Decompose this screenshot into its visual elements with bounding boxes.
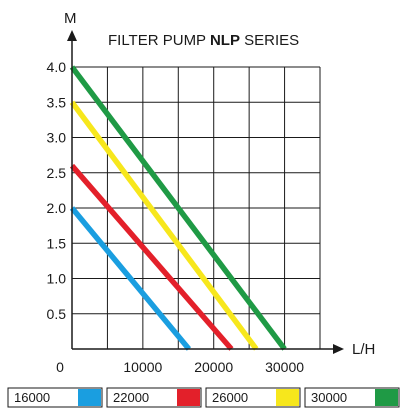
x-tick-label: 30000 — [265, 359, 304, 375]
legend-label-26000: 26000 — [212, 390, 248, 405]
legend-swatch-26000 — [276, 389, 299, 406]
y-tick-label: 2.5 — [47, 165, 67, 181]
chart-title-prefix: FILTER PUMP — [108, 32, 210, 49]
x-tick-label: 0 — [56, 359, 64, 375]
grid-layer — [72, 66, 321, 349]
legend-swatch-30000 — [375, 389, 398, 406]
y-tick-label: 0.5 — [47, 306, 67, 322]
series-layer — [69, 65, 287, 351]
series-line-26000 — [69, 100, 259, 351]
series-line-30000 — [69, 65, 287, 351]
legend-label-16000: 16000 — [14, 390, 50, 405]
chart-title-emphasis: NLP — [210, 32, 240, 49]
y-tick-label: 3.5 — [47, 94, 67, 110]
legend-swatch-22000 — [177, 389, 200, 406]
chart-title-suffix: SERIES — [240, 32, 299, 49]
legend-swatch-16000 — [78, 389, 101, 406]
y-axis-label: M — [64, 10, 77, 27]
series-line-22000 — [69, 163, 234, 351]
chart-title: FILTER PUMP NLP SERIES — [108, 32, 299, 49]
legend-label-30000: 30000 — [311, 390, 347, 405]
y-axis-arrow — [67, 30, 77, 41]
axis-layer: 0.5 1.0 1.5 2.0 2.5 3.0 3.5 4.0 0 10000 20000 30000 — [47, 30, 344, 375]
y-tick-label: 2.0 — [47, 200, 67, 216]
y-tick-label: 1.5 — [47, 235, 67, 251]
legend: 16000 22000 26000 30000 — [7, 387, 400, 408]
y-tick-label: 3.0 — [47, 130, 67, 146]
series-line-16000 — [69, 206, 192, 351]
x-tick-label: 20000 — [194, 359, 233, 375]
x-axis-label: L/H — [352, 341, 375, 358]
x-axis-arrow — [333, 344, 344, 354]
x-tick-label: 10000 — [123, 359, 162, 375]
y-tick-label: 4.0 — [47, 59, 67, 75]
legend-label-22000: 22000 — [113, 390, 149, 405]
y-tick-label: 1.0 — [47, 271, 67, 287]
